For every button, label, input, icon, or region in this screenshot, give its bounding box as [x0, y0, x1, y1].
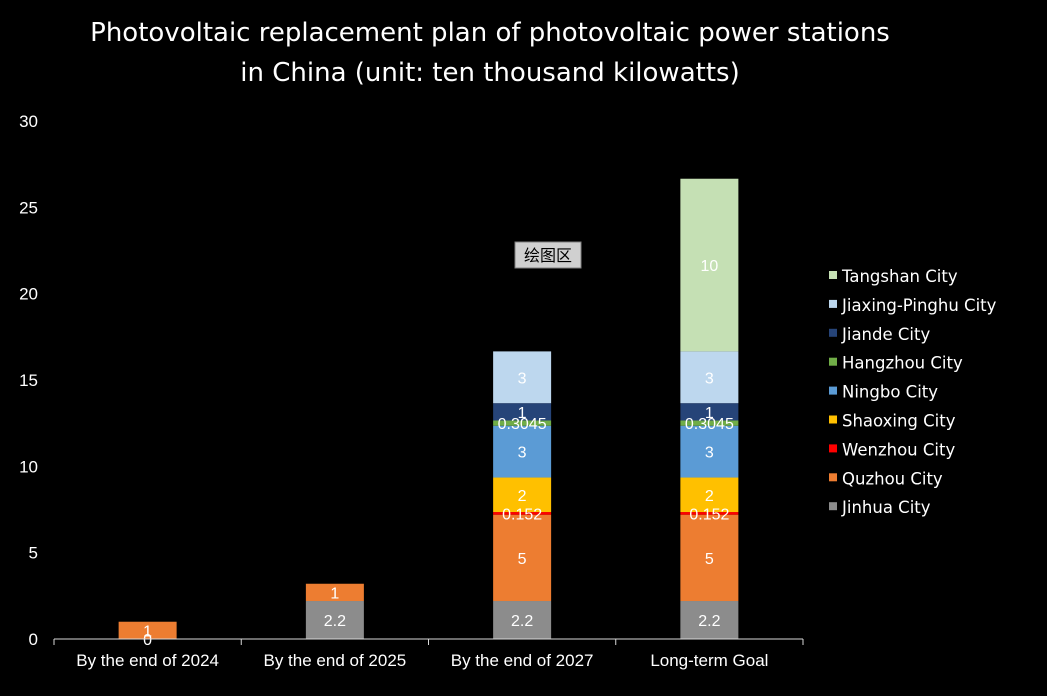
legend-item-jiaxing-pinghu-city[interactable]: Jiaxing-Pinghu City — [829, 296, 997, 315]
data-label-jiaxing-pinghu-city-long-term-goal: 3 — [705, 370, 714, 387]
legend-swatch-shaoxing-city — [829, 415, 837, 424]
bar-jiande-city-by-the-end-of-2027[interactable] — [493, 403, 552, 421]
legend-swatch-jinhua-city — [829, 502, 837, 511]
legend-label-wenzhou-city: Wenzhou City — [842, 440, 955, 459]
bar-hangzhou-city-long-term-goal[interactable] — [680, 420, 739, 426]
chart-title-line-2: in China (unit: ten thousand kilowatts) — [240, 58, 739, 88]
bar-hangzhou-city-by-the-end-of-2027[interactable] — [493, 420, 552, 426]
bar-jiaxing-pinghu-city-long-term-goal[interactable] — [680, 351, 739, 404]
y-tick-label-5: 5 — [29, 544, 38, 563]
category-label-by-the-end-of-2027: By the end of 2027 — [451, 651, 594, 670]
bar-wenzhou-city-long-term-goal[interactable] — [680, 512, 739, 515]
legend-swatch-quzhou-city — [829, 473, 837, 482]
data-label-ningbo-city-by-the-end-of-2027: 3 — [518, 445, 527, 462]
legend-label-jiaxing-pinghu-city: Jiaxing-Pinghu City — [841, 296, 997, 315]
category-label-long-term-goal: Long-term Goal — [650, 651, 768, 670]
data-label-jiande-city-long-term-goal: 1 — [705, 405, 714, 422]
bars — [118, 178, 739, 639]
y-axis: 0 5 10 15 20 25 30 — [19, 112, 38, 649]
bar-wenzhou-city-by-the-end-of-2027[interactable] — [493, 512, 552, 515]
legend-label-quzhou-city: Quzhou City — [842, 469, 943, 488]
legend-swatch-jiaxing-pinghu-city — [829, 299, 837, 308]
data-label-jinhua-city-by-the-end-of-2027: 2.2 — [511, 613, 533, 630]
plot-area-tag-label: 绘图区 — [524, 246, 572, 265]
data-label-ningbo-city-long-term-goal: 3 — [705, 445, 714, 462]
bar-ningbo-city-by-the-end-of-2027[interactable] — [493, 425, 552, 478]
data-label-quzhou-city-by-the-end-of-2024: 1 — [143, 623, 152, 640]
data-label-tangshan-city-long-term-goal: 10 — [700, 258, 718, 275]
bar-jiaxing-pinghu-city-by-the-end-of-2027[interactable] — [493, 351, 552, 404]
data-labels: 012.212.250.152230.3045132.250.152230.30… — [143, 258, 734, 649]
bar-shaoxing-city-long-term-goal[interactable] — [680, 477, 739, 513]
legend-swatch-jiande-city — [829, 328, 837, 337]
bar-ningbo-city-long-term-goal[interactable] — [680, 425, 739, 478]
legend-item-tangshan-city[interactable]: Tangshan City — [829, 267, 958, 286]
data-label-hangzhou-city-by-the-end-of-2027: 0.3045 — [498, 416, 547, 433]
data-label-quzhou-city-by-the-end-of-2025: 1 — [330, 585, 339, 602]
bar-shaoxing-city-by-the-end-of-2027[interactable] — [493, 477, 552, 513]
y-tick-label-25: 25 — [19, 198, 38, 217]
x-axis: By the end of 2024 By the end of 2025 By t… — [53, 639, 804, 670]
legend-label-ningbo-city: Ningbo City — [842, 383, 938, 402]
legend-label-tangshan-city: Tangshan City — [841, 267, 958, 286]
y-tick-label-15: 15 — [19, 371, 38, 390]
legend-label-hangzhou-city: Hangzhou City — [842, 354, 963, 373]
legend-label-jiande-city: Jiande City — [841, 325, 930, 344]
legend-label-shaoxing-city: Shaoxing City — [842, 412, 956, 431]
legend-item-quzhou-city[interactable]: Quzhou City — [829, 469, 943, 488]
bar-quzhou-city-long-term-goal[interactable] — [680, 514, 739, 602]
y-tick-label-20: 20 — [19, 285, 38, 304]
bar-jinhua-city-by-the-end-of-2027[interactable] — [493, 601, 552, 639]
bar-quzhou-city-by-the-end-of-2024[interactable] — [118, 621, 177, 639]
category-label-by-the-end-of-2024: By the end of 2024 — [76, 651, 219, 670]
y-tick-label-30: 30 — [19, 112, 38, 131]
data-label-jiande-city-by-the-end-of-2027: 1 — [518, 405, 527, 422]
bar-jinhua-city-by-the-end-of-2025[interactable] — [305, 601, 364, 639]
legend-label-jinhua-city: Jinhua City — [841, 498, 931, 517]
legend-item-jiande-city[interactable]: Jiande City — [829, 325, 930, 344]
plot-area-tag-box — [514, 241, 582, 269]
data-label-jinhua-city-by-the-end-of-2025: 2.2 — [324, 613, 346, 630]
legend-swatch-wenzhou-city — [829, 444, 837, 453]
legend-item-hangzhou-city[interactable]: Hangzhou City — [829, 354, 963, 373]
data-label-quzhou-city-by-the-end-of-2027: 5 — [518, 551, 527, 568]
legend-item-ningbo-city[interactable]: Ningbo City — [829, 383, 938, 402]
legend-item-wenzhou-city[interactable]: Wenzhou City — [829, 440, 955, 459]
data-label-jinhua-city-by-the-end-of-2024: 0 — [143, 632, 152, 649]
plot-area-tag[interactable]: 绘图区 — [514, 241, 582, 269]
legend-swatch-tangshan-city — [829, 271, 837, 279]
bar-quzhou-city-by-the-end-of-2027[interactable] — [493, 514, 552, 602]
data-label-hangzhou-city-long-term-goal: 0.3045 — [685, 416, 734, 433]
bar-quzhou-city-by-the-end-of-2025[interactable] — [305, 583, 364, 602]
category-label-by-the-end-of-2025: By the end of 2025 — [264, 651, 407, 670]
chart-title-line-1: Photovoltaic replacement plan of photovo… — [90, 18, 890, 48]
y-tick-label-10: 10 — [19, 457, 38, 476]
data-label-jinhua-city-long-term-goal: 2.2 — [698, 613, 720, 630]
data-label-wenzhou-city-by-the-end-of-2027: 0.152 — [502, 506, 542, 523]
y-tick-label-0: 0 — [29, 630, 38, 649]
data-label-wenzhou-city-long-term-goal: 0.152 — [689, 506, 729, 523]
legend-swatch-hangzhou-city — [829, 357, 837, 366]
legend-item-shaoxing-city[interactable]: Shaoxing City — [829, 412, 956, 431]
data-label-jiaxing-pinghu-city-by-the-end-of-2027: 3 — [518, 370, 527, 387]
chart-title: Photovoltaic replacement plan of photovo… — [90, 18, 890, 88]
legend: Tangshan City Jiaxing-Pinghu City Jiande C… — [829, 267, 997, 517]
legend-swatch-ningbo-city — [829, 386, 837, 395]
data-label-quzhou-city-long-term-goal: 5 — [705, 551, 714, 568]
bar-tangshan-city-long-term-goal[interactable] — [680, 178, 739, 352]
data-label-shaoxing-city-long-term-goal: 2 — [705, 488, 714, 505]
bar-jiande-city-long-term-goal[interactable] — [680, 403, 739, 421]
legend-item-jinhua-city[interactable]: Jinhua City — [829, 498, 931, 517]
bar-jinhua-city-long-term-goal[interactable] — [680, 601, 739, 639]
data-label-shaoxing-city-by-the-end-of-2027: 2 — [518, 488, 527, 505]
